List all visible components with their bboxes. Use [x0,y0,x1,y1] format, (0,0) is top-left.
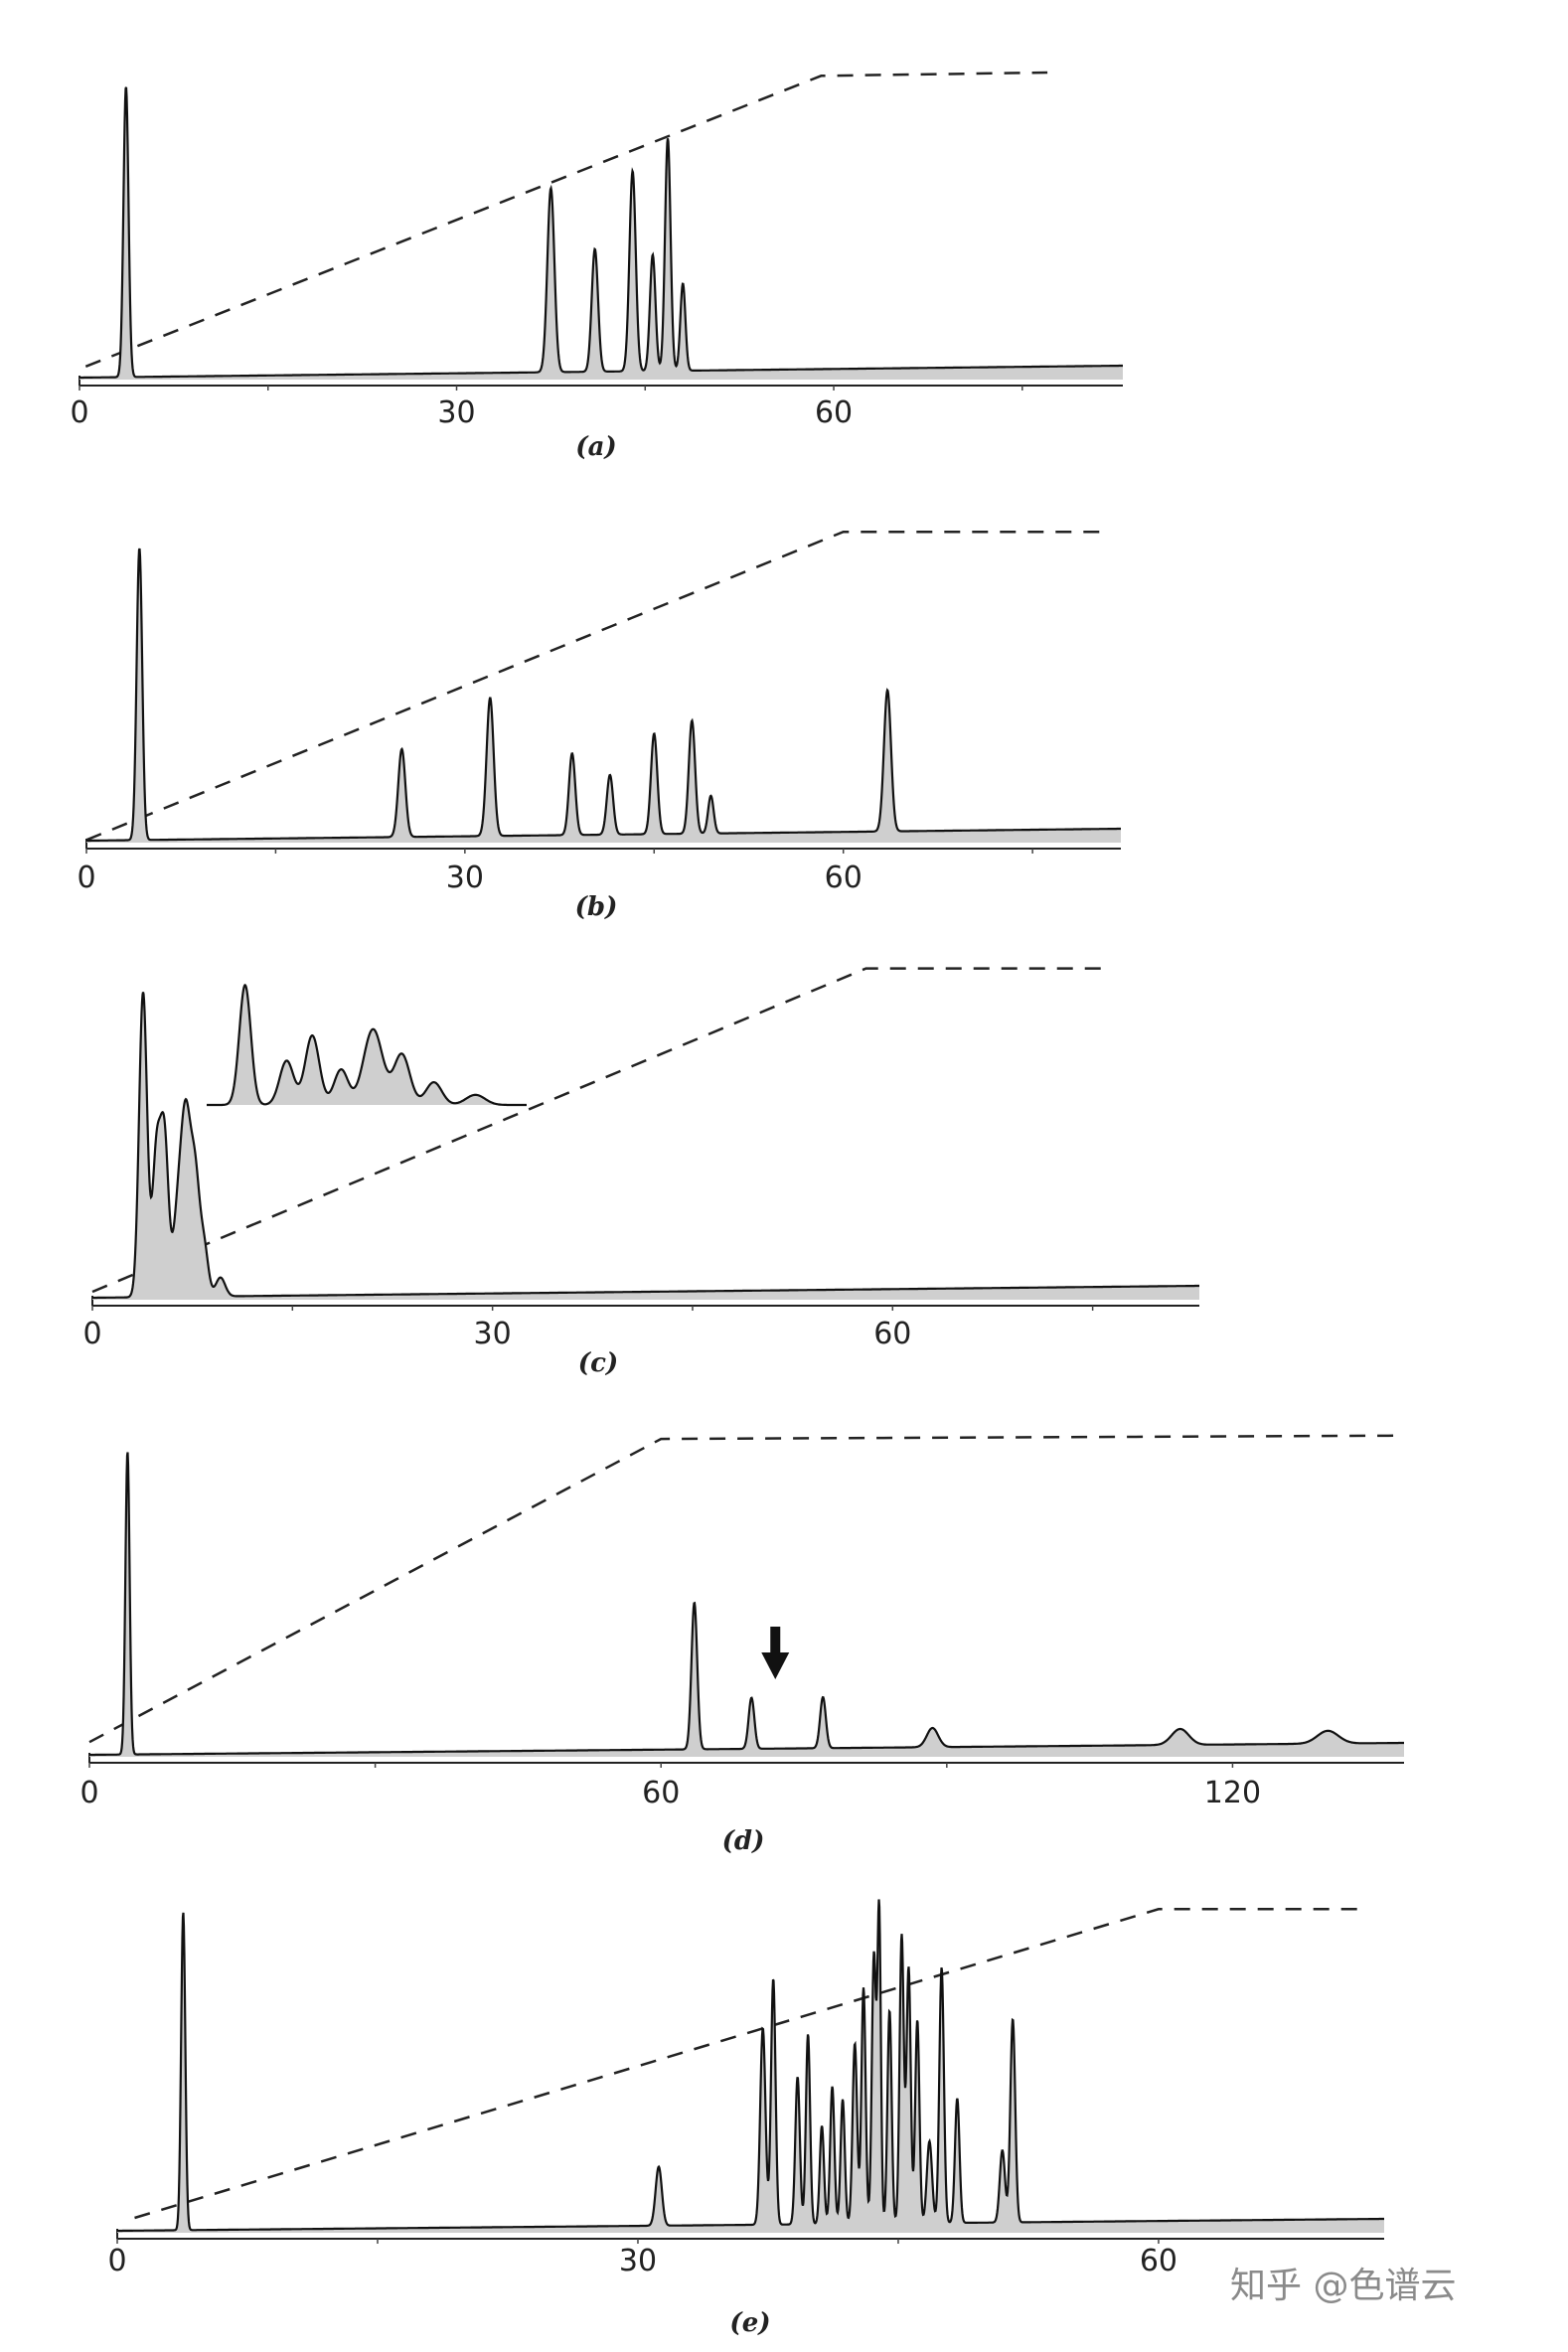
chromatogram-trace [86,548,1121,843]
x-tick-label: 0 [77,861,95,895]
chromatogram-fill [117,1899,1384,2233]
x-tick-label: 60 [873,1317,911,1351]
arrow-down-icon [761,1652,790,1679]
panel-label-c: (c) [578,1348,618,1378]
x-tick-label: 30 [474,1317,512,1351]
x-tick-label: 60 [642,1776,680,1810]
gradient-profile-line [134,1908,1358,2220]
gradient-profile-line [84,71,1048,368]
panel-label-e: (e) [729,2308,770,2338]
gradient-profile-line [88,1434,1395,1744]
chromatogram-fill [86,549,1121,843]
x-tick-label: 0 [70,395,88,430]
arrow-shaft [770,1627,781,1654]
x-tick-label: 0 [107,2244,126,2278]
x-tick-label: 0 [82,1317,101,1351]
chromatogram-trace [89,1452,1404,1757]
x-tick-label: 30 [446,861,484,895]
x-tick-label: 60 [1140,2244,1177,2278]
chart-panel-a: (a) 0 30 60 [70,71,1123,462]
chromatogram-fill [79,86,1123,381]
panel-label-b: (b) [575,892,618,922]
chromatogram-trace [117,1899,1384,2233]
x-tick-label: 30 [437,395,475,430]
chart-panel-d: (d) 0 60 120 [79,1434,1404,1856]
chart-panel-c: (c) 0 30 60 [82,967,1199,1378]
gradient-profile-line [91,967,1106,1294]
x-tick-label: 0 [79,1776,98,1810]
inset-chromatogram-trace [207,984,527,1107]
x-tick-label: 120 [1204,1776,1261,1810]
chromatogram-fill [89,1452,1404,1757]
watermark-text: 知乎 @色谱云 [1230,2266,1456,2306]
chromatogram-fill [92,992,1199,1300]
panel-label-a: (a) [575,432,616,462]
x-tick-label: 60 [825,861,862,895]
x-tick-label: 30 [619,2244,657,2278]
x-tick-label: 60 [815,395,853,430]
chart-panel-e: (e) 0 30 60 [107,1899,1384,2338]
chart-panel-b: (b) 0 30 60 [77,530,1121,922]
chromatogram-trace [79,86,1123,380]
gradient-profile-line [85,530,1109,842]
panel-label-d: (d) [722,1826,765,1856]
chromatogram-trace [92,992,1199,1300]
